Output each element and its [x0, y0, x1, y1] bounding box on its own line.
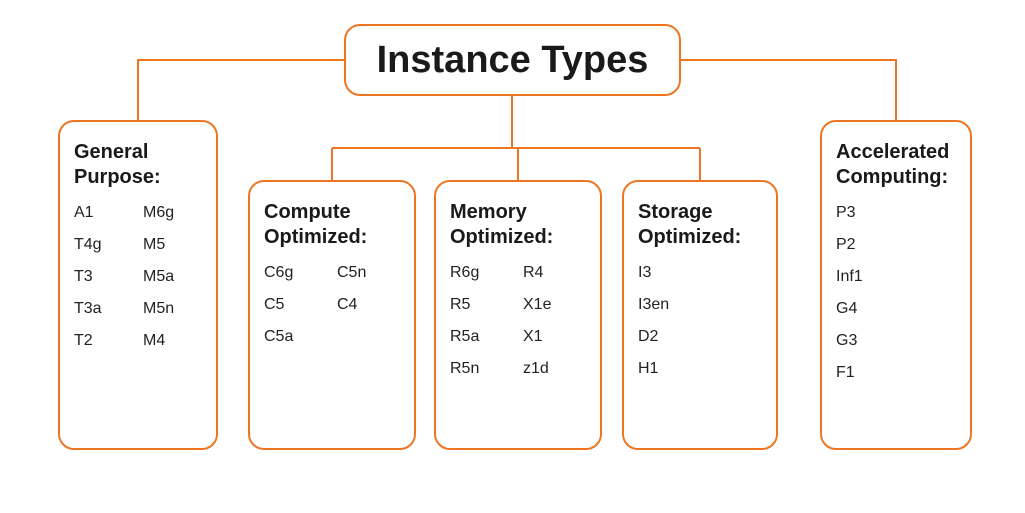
category-items: A1 M6g T4g M5 T3 M5a T3a M5n T2 M4: [74, 204, 202, 350]
category-compute: Compute Optimized: C6g C5n C5 C4 C5a: [248, 180, 416, 450]
category-title: Accelerated Computing:: [836, 140, 956, 190]
instance-type-item: C5: [264, 296, 327, 314]
category-items: C6g C5n C5 C4 C5a: [264, 264, 400, 346]
category-items: P3 P2 Inf1 G4 G3 F1: [836, 204, 956, 382]
instance-type-item: I3en: [638, 296, 762, 314]
instance-type-item: H1: [638, 360, 762, 378]
instance-type-item: C6g: [264, 264, 327, 282]
instance-type-item: M5: [143, 236, 202, 254]
instance-type-item: z1d: [523, 360, 586, 378]
diagram-canvas: Instance Types General Purpose: A1 M6g T4g M…: [0, 0, 1025, 513]
instance-type-item: T3: [74, 268, 133, 286]
instance-type-item: C4: [337, 296, 400, 314]
instance-type-item: R5: [450, 296, 513, 314]
instance-type-item: P2: [836, 236, 956, 254]
root-title: Instance Types: [377, 39, 649, 82]
instance-type-item: R5n: [450, 360, 513, 378]
category-items: R6g R4 R5 X1e R5a X1 R5n z1d: [450, 264, 586, 378]
instance-type-item: M6g: [143, 204, 202, 222]
category-storage: Storage Optimized: I3 I3en D2 H1: [622, 180, 778, 450]
instance-type-item: X1: [523, 328, 586, 346]
category-title: Compute Optimized:: [264, 200, 400, 250]
category-memory: Memory Optimized: R6g R4 R5 X1e R5a X1 R5n z1d: [434, 180, 602, 450]
instance-type-item: R5a: [450, 328, 513, 346]
instance-type-item: Inf1: [836, 268, 956, 286]
instance-type-item: A1: [74, 204, 133, 222]
category-accelerated: Accelerated Computing: P3 P2 Inf1 G4 G3 F1: [820, 120, 972, 450]
instance-type-item: M5a: [143, 268, 202, 286]
instance-type-item: T4g: [74, 236, 133, 254]
root-node: Instance Types: [344, 24, 681, 96]
instance-type-item: I3: [638, 264, 762, 282]
instance-type-item: T3a: [74, 300, 133, 318]
connector-root-right: [681, 60, 896, 120]
instance-type-item: G4: [836, 300, 956, 318]
instance-type-item: R4: [523, 264, 586, 282]
connector-root-left: [138, 60, 344, 120]
instance-type-item: M4: [143, 332, 202, 350]
instance-type-item: P3: [836, 204, 956, 222]
instance-type-item: T2: [74, 332, 133, 350]
instance-type-item: G3: [836, 332, 956, 350]
category-title: General Purpose:: [74, 140, 202, 190]
instance-type-item: X1e: [523, 296, 586, 314]
instance-type-item: C5n: [337, 264, 400, 282]
category-items: I3 I3en D2 H1: [638, 264, 762, 378]
instance-type-item: M5n: [143, 300, 202, 318]
instance-type-item: C5a: [264, 328, 327, 346]
instance-type-item: R6g: [450, 264, 513, 282]
category-title: Memory Optimized:: [450, 200, 586, 250]
instance-type-item: F1: [836, 364, 956, 382]
category-general: General Purpose: A1 M6g T4g M5 T3 M5a T3a M5n T2 M…: [58, 120, 218, 450]
category-title: Storage Optimized:: [638, 200, 762, 250]
instance-type-item: [337, 328, 400, 346]
instance-type-item: D2: [638, 328, 762, 346]
